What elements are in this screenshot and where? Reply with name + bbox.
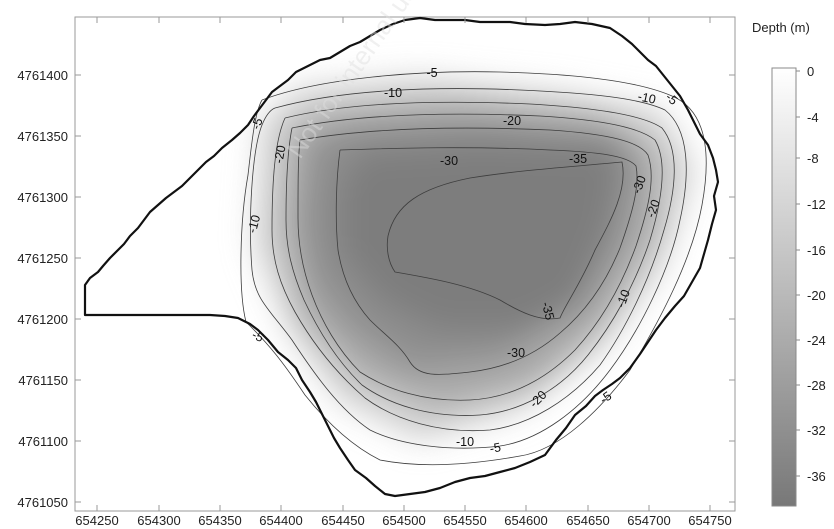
contour-label: -10 [456,435,474,449]
y-tick-label: 4761350 [17,129,68,144]
x-tick-label: 654700 [627,513,670,528]
x-axis [96,505,711,511]
x-tick-label: 654650 [566,513,609,528]
contour-label: -5 [489,440,502,456]
contour-label: -35 [539,300,557,321]
contour-minus-15 [271,101,675,432]
legend-tick-label: -36 [807,469,826,484]
x-tick-label: 654300 [137,513,180,528]
legend-tick-label: -12 [807,197,826,212]
legend-tick-label: -24 [807,333,826,348]
y-tick-label: 4761300 [17,190,68,205]
contour-label: -10 [637,89,658,106]
legend-title: Depth (m) [752,20,810,35]
legend-tick-label: 0 [807,64,814,79]
contour-label: -35 [569,152,587,166]
contour-label: -5 [426,66,437,80]
y-tick-label: 4761400 [17,68,68,83]
legend-tick-label: -28 [807,378,826,393]
x-tick-label: 654450 [321,513,364,528]
contour-label: -10 [384,86,402,100]
legend-tick-label: -32 [807,423,826,438]
y-tick-label: 4761100 [18,434,68,449]
x-tick-label: 654400 [259,513,302,528]
x-tick-label: 654600 [504,513,547,528]
x-tick-label: 654500 [382,513,425,528]
x-tick-label: 654250 [75,513,118,528]
contour-minus-20 [285,113,663,416]
contour-label: -10 [245,213,263,234]
legend-colorbar [771,67,797,507]
contour-label: -30 [507,346,525,360]
contour-label: -30 [440,154,458,168]
legend-tick-label: -16 [807,243,826,258]
contour-label: -10 [614,288,633,310]
x-tick-label: 654550 [443,513,486,528]
y-axis [75,74,735,503]
contour-label: -20 [644,198,663,220]
legend-tick-label: -4 [807,110,819,125]
y-tick-label: 4761250 [17,251,68,266]
x-tick-label: 654750 [688,513,731,528]
contour-label: -20 [503,114,521,128]
contour-minus-10 [250,88,687,449]
contour-lines [240,71,707,466]
x-tick-label: 654350 [198,513,241,528]
depth-legend: Depth (m) 0 -4 -8 -12 -16 -20 -24 -28 -3… [752,20,826,507]
contour-minus-35 [386,161,624,320]
contour-label: -5 [249,116,266,131]
lake-boundary [83,16,720,498]
contour-minus-25 [297,127,652,401]
contour-label: -30 [630,174,649,196]
y-tick-label: 4761050 [17,495,68,510]
contour-label: -20 [272,144,289,164]
legend-tick-label: -8 [807,151,819,166]
legend-tick-label: -20 [807,288,826,303]
y-tick-label: 4761150 [18,373,68,388]
contour-minus-30 [335,147,638,375]
y-tick-label: 4761200 [17,312,68,327]
contour-label: -5 [250,328,266,345]
contour-minus-5 [240,71,707,466]
x-axis-top [96,17,711,23]
